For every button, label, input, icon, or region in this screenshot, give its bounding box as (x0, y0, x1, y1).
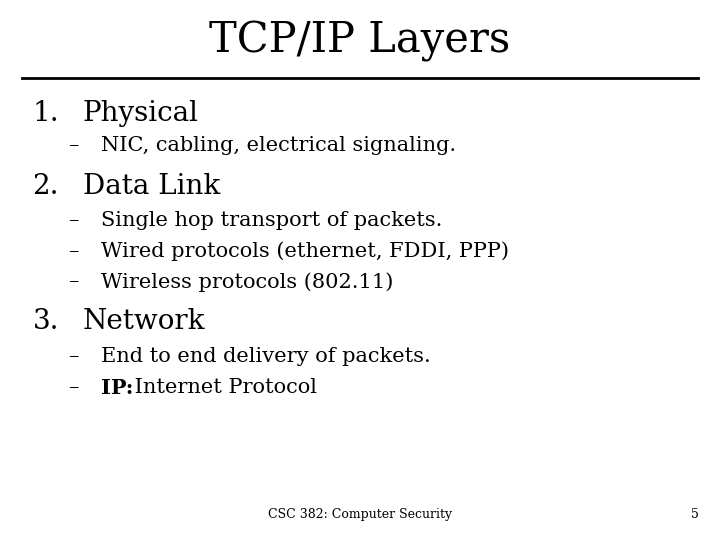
Text: Data Link: Data Link (83, 173, 220, 200)
Text: –: – (68, 211, 78, 230)
Text: Wired protocols (ethernet, FDDI, PPP): Wired protocols (ethernet, FDDI, PPP) (101, 241, 509, 261)
Text: –: – (68, 347, 78, 366)
Text: Internet Protocol: Internet Protocol (128, 378, 318, 397)
Text: IP:: IP: (101, 377, 133, 398)
Text: 3.: 3. (32, 308, 59, 335)
Text: –: – (68, 272, 78, 292)
Text: Single hop transport of packets.: Single hop transport of packets. (101, 211, 442, 230)
Text: Wireless protocols (802.11): Wireless protocols (802.11) (101, 272, 393, 292)
Text: –: – (68, 136, 78, 156)
Text: TCP/IP Layers: TCP/IP Layers (210, 19, 510, 62)
Text: 5: 5 (690, 508, 698, 521)
Text: Physical: Physical (83, 100, 199, 127)
Text: –: – (68, 378, 78, 397)
Text: CSC 382: Computer Security: CSC 382: Computer Security (268, 508, 452, 521)
Text: Network: Network (83, 308, 205, 335)
Text: NIC, cabling, electrical signaling.: NIC, cabling, electrical signaling. (101, 136, 456, 156)
Text: –: – (68, 241, 78, 261)
Text: End to end delivery of packets.: End to end delivery of packets. (101, 347, 431, 366)
Text: 1.: 1. (32, 100, 59, 127)
Text: 2.: 2. (32, 173, 59, 200)
